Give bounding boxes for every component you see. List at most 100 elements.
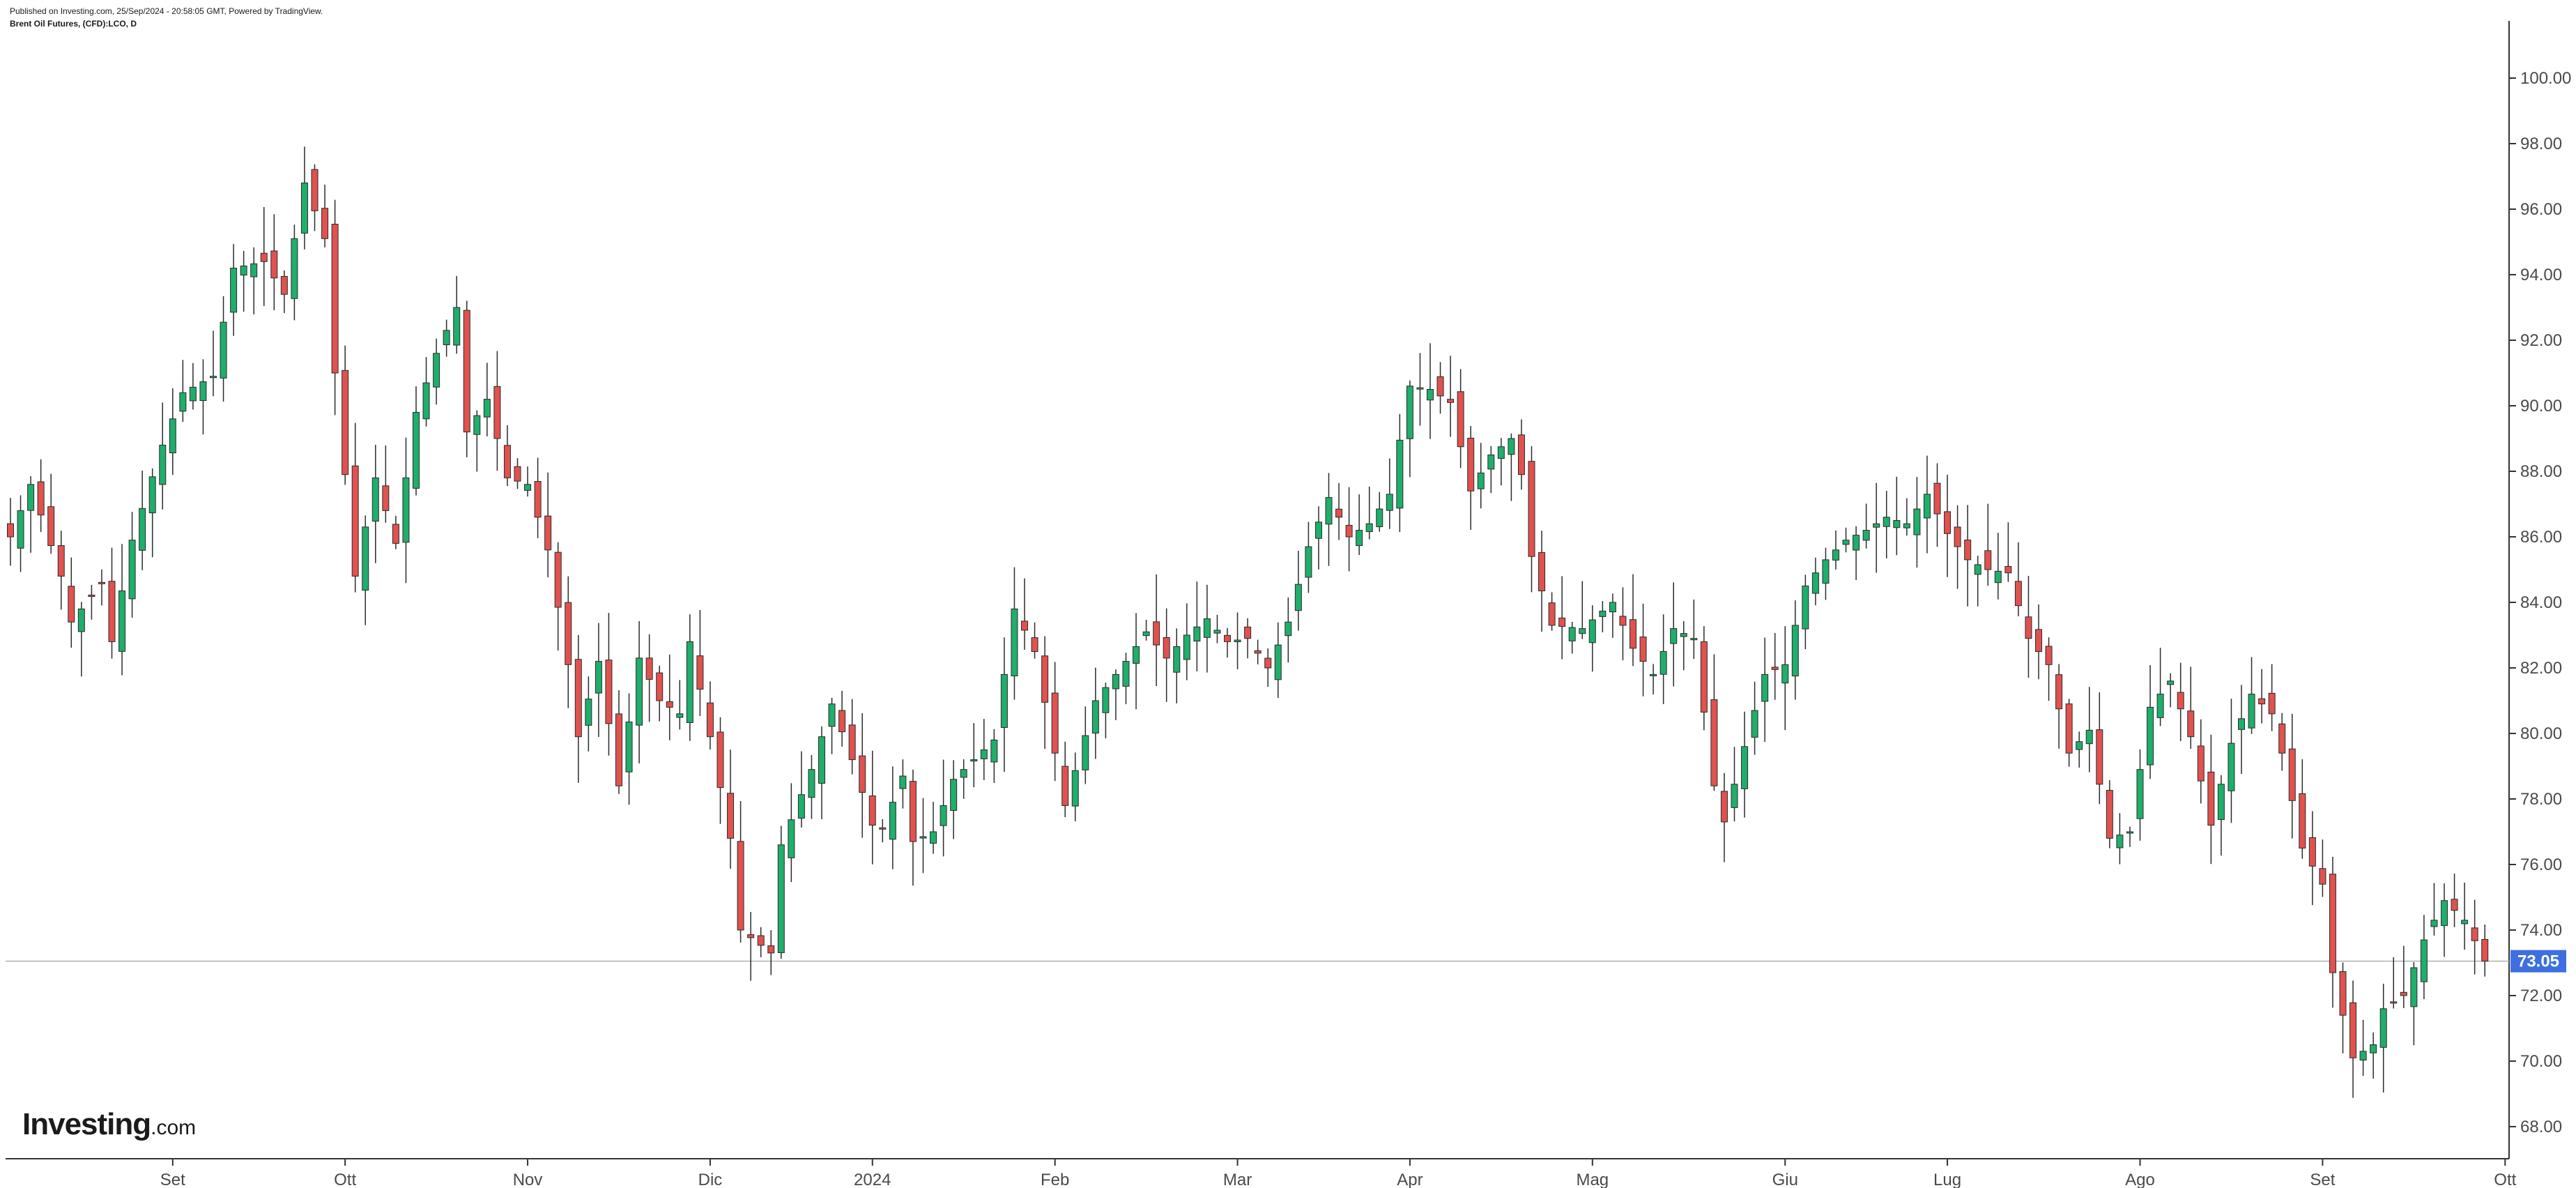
candle-body <box>1457 391 1464 448</box>
y-tick-label: 84.00 <box>2520 593 2562 612</box>
candle-body <box>280 275 288 295</box>
candle-body <box>189 386 197 402</box>
candle-body <box>2136 769 2144 819</box>
candle-body <box>1153 621 1160 646</box>
y-tick-label: 76.00 <box>2520 855 2562 874</box>
candle-body <box>1487 455 1495 470</box>
candle-body <box>270 250 278 279</box>
candle-body <box>503 445 511 478</box>
candle-body <box>868 795 876 826</box>
candle-body <box>2420 939 2428 982</box>
x-tick-label: Ago <box>2125 1171 2155 1188</box>
candle-body <box>716 731 724 789</box>
candle-body <box>260 252 268 262</box>
candle-body <box>300 182 308 234</box>
candle-body <box>1213 630 1221 634</box>
candle-body <box>1335 508 1343 518</box>
candle-body <box>1588 619 1596 644</box>
candle-body <box>1356 530 1363 547</box>
x-tick-label: Ott <box>334 1171 356 1188</box>
candle-body <box>980 749 988 759</box>
candle-body <box>2055 674 2063 710</box>
candle-body <box>1751 710 1758 738</box>
y-tick-label: 88.00 <box>2520 462 2562 481</box>
candle-body <box>879 827 887 830</box>
x-tick-label: Ott <box>2494 1171 2516 1188</box>
candle-body <box>1082 735 1089 770</box>
candle-body <box>2065 703 2073 754</box>
candle-body <box>524 484 532 491</box>
y-tick-label: 78.00 <box>2520 790 2562 809</box>
candle-body <box>676 713 684 718</box>
candle-body <box>311 169 319 211</box>
candle-body <box>2045 646 2053 665</box>
candle-body <box>1994 570 2002 584</box>
candle-body <box>1305 546 1312 578</box>
candle-body <box>930 831 937 844</box>
candle-body <box>2025 616 2032 639</box>
candle-body <box>2461 920 2469 924</box>
candle-body <box>351 465 359 577</box>
candle-body <box>240 265 247 276</box>
candle-body <box>1477 472 1485 489</box>
candle-body <box>1781 664 1789 684</box>
candle-body <box>554 551 562 608</box>
candle-body <box>950 779 958 811</box>
candle-body <box>899 775 907 789</box>
x-tick-label: Giu <box>1772 1171 1798 1188</box>
candle-body <box>747 934 755 938</box>
candle-body <box>1599 611 1607 617</box>
candle-body <box>1893 520 1901 528</box>
candle-body <box>1984 550 1992 570</box>
candle-body <box>1122 661 1130 687</box>
candle-body <box>148 476 156 514</box>
candle-body <box>645 657 653 680</box>
candle-body <box>970 759 978 762</box>
candle-body <box>2339 971 2347 1016</box>
candle-body <box>1771 667 1779 670</box>
candle-body <box>1061 766 1069 806</box>
candle-body <box>321 208 329 239</box>
candle-body <box>1497 446 1505 459</box>
candle-body <box>2481 938 2489 962</box>
candle-body <box>1051 692 1059 754</box>
candle-body <box>727 793 735 839</box>
candle-body <box>2156 694 2164 718</box>
y-tick-label: 98.00 <box>2520 135 2562 153</box>
candle-body <box>1071 770 1079 807</box>
candle-body <box>291 238 298 299</box>
candle-body <box>1842 540 1850 545</box>
candle-body <box>2035 629 2042 652</box>
candle-body <box>2400 991 2407 996</box>
investing-logo: Investing.com <box>22 1107 197 1141</box>
candle-body <box>2319 868 2326 885</box>
candle-body <box>128 540 136 600</box>
candle-body <box>1112 673 1119 690</box>
candle-body <box>483 399 491 418</box>
candle-body <box>250 263 258 277</box>
candle-body <box>1274 644 1282 680</box>
candle-body <box>1528 461 1535 557</box>
candle-body <box>2167 680 2175 685</box>
candle-body <box>848 724 856 761</box>
candle-body <box>1285 621 1292 637</box>
candle-body <box>342 370 349 475</box>
candle-body <box>463 310 470 433</box>
x-tick-label: Mag <box>1576 1171 1609 1188</box>
candle-body <box>2014 581 2022 607</box>
candle-body <box>1102 687 1110 713</box>
candle-body <box>493 386 501 439</box>
candle-body <box>737 841 744 931</box>
candle-body <box>2106 790 2113 839</box>
candle-body <box>1427 389 1434 401</box>
candle-body <box>1670 628 1678 644</box>
candle-body <box>2187 710 2195 738</box>
candle-body <box>210 376 217 379</box>
x-tick-label: Mar <box>1223 1171 1252 1188</box>
candle-body <box>838 710 846 733</box>
candle-body <box>1761 673 1769 702</box>
candle-body <box>37 481 45 516</box>
candle-body <box>544 515 552 551</box>
candle-body <box>1031 637 1038 653</box>
x-tick-label: Lug <box>1933 1171 1961 1188</box>
